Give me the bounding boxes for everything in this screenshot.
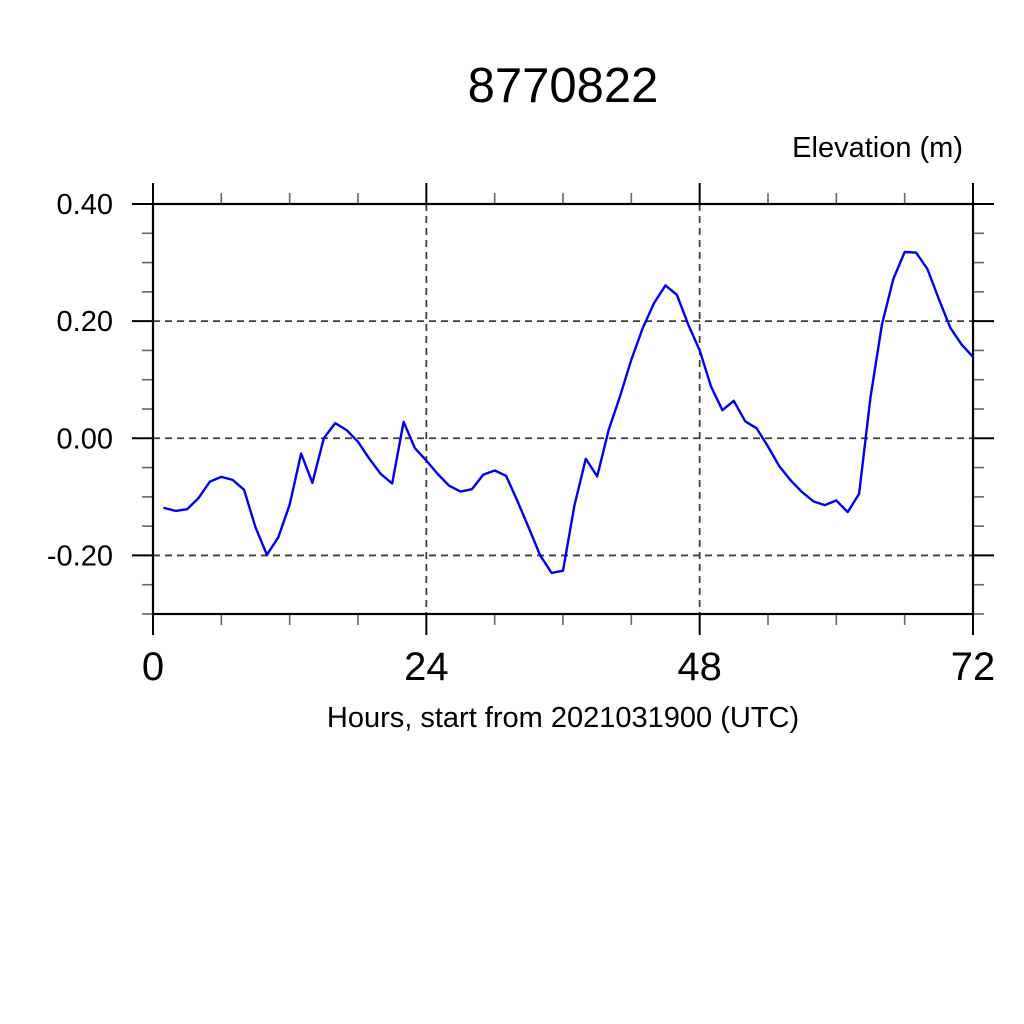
x-tick-label: 24 (404, 645, 449, 689)
x-axis-label: Hours, start from 2021031900 (UTC) (326, 702, 800, 734)
y-tick-label: 0.40 (57, 189, 113, 221)
y-tick-label: 0.20 (57, 306, 113, 338)
chart-title: 8770822 (467, 59, 659, 113)
elevation-series-line (163, 250, 975, 575)
y-tick-label: -0.20 (47, 540, 113, 572)
x-tick-label: 0 (142, 645, 164, 689)
x-tick-label: 72 (951, 645, 996, 689)
y-axis-title: Elevation (m) (792, 132, 963, 164)
x-tick-label: 48 (677, 645, 722, 689)
y-tick-label: 0.00 (57, 423, 113, 455)
plot-frame (151, 202, 975, 616)
